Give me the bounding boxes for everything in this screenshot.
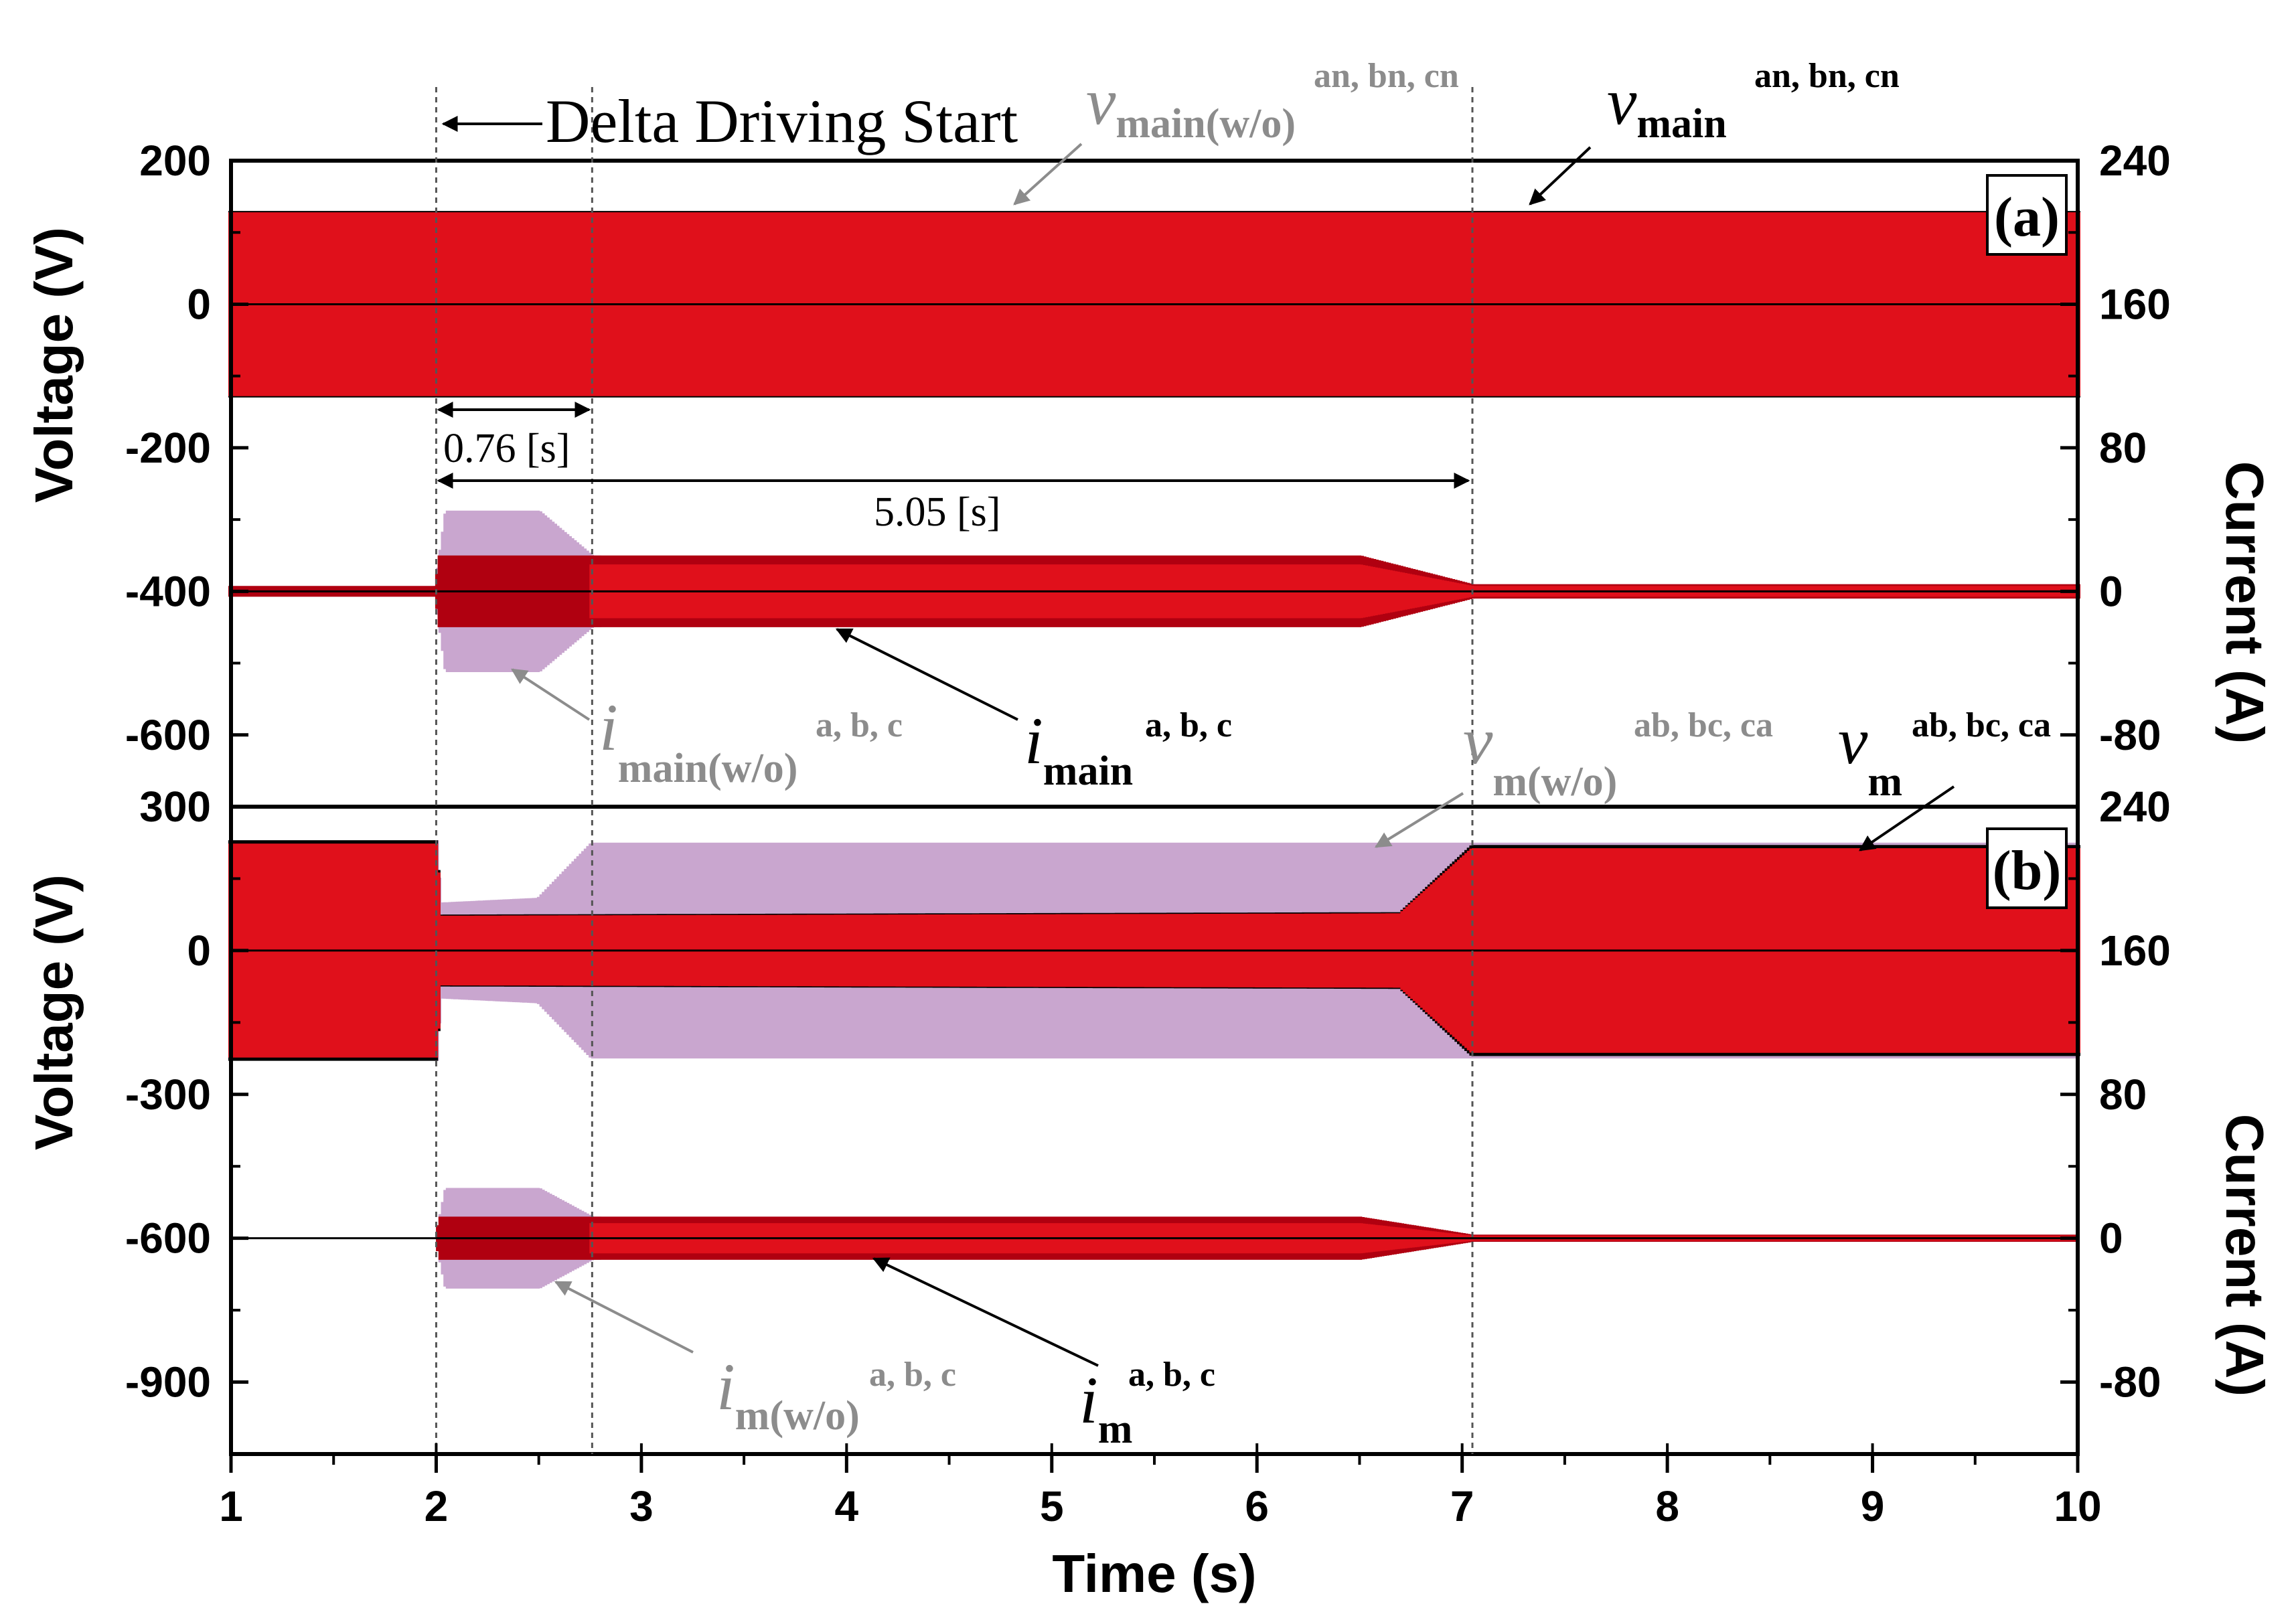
label-i-main-wo: imain(w/o)a, b, c: [599, 690, 903, 791]
panel-a-tag-box: [1986, 174, 2068, 256]
b-ytick-left-label-0: 300: [139, 783, 211, 831]
b-ytick-right-label-2: 80: [2099, 1070, 2147, 1119]
arrow-v-main-wo: [1013, 143, 1083, 206]
xtick-label-0: 1: [219, 1482, 243, 1530]
panel-b-tag-box: [1986, 827, 2068, 909]
arrow-i-main: [835, 628, 1018, 721]
arrow-v-main: [1529, 146, 1592, 206]
xtick-label-5: 6: [1245, 1482, 1269, 1530]
b-ytick-left-label-2: -300: [125, 1070, 211, 1119]
a-ytick-right-label-0: 240: [2099, 137, 2171, 185]
panel-a-waveforms: [228, 211, 2080, 672]
panel-b-y-left-title: Voltage (V): [24, 874, 84, 1150]
xtick-label-9: 10: [2054, 1482, 2101, 1530]
b-ytick-right-label-4: -80: [2099, 1358, 2161, 1406]
arrow-v-m: [1859, 785, 1955, 852]
b-ytick-left-label-4: -900: [125, 1358, 211, 1406]
b-ytick-left-label-1: 0: [187, 927, 211, 975]
panel-a-tag: (a): [1994, 186, 2060, 248]
arrow-i-m-wo: [554, 1281, 694, 1354]
xtick-label-1: 2: [425, 1482, 449, 1530]
b-ytick-right-label-0: 240: [2099, 783, 2171, 831]
a-ytick-right-label-3: 0: [2099, 567, 2123, 615]
a-ytick-left-label-0: 200: [139, 137, 211, 185]
label-v-main: vmainan, bn, cn: [1607, 57, 1900, 147]
label-i-m-wo: im(w/o)a, b, c: [716, 1350, 956, 1439]
label-v-main-wo: vmain(w/o)an, bn, cn: [1086, 57, 1459, 147]
xtick-label-2: 3: [629, 1482, 654, 1530]
label-i-main: imaina, b, c: [1024, 704, 1232, 794]
tick-labels: 2000-200-400-600240160800-803000-300-600…: [125, 137, 2171, 1530]
dim-label-505: 5.05 [s]: [874, 489, 1000, 535]
a-ytick-right-label-2: 80: [2099, 424, 2147, 472]
panel-b-waveforms: [228, 840, 2080, 1289]
a-ytick-left-label-4: -600: [125, 711, 211, 759]
xtick-label-8: 9: [1861, 1482, 1885, 1530]
panel-b-y-right-title: Current (A): [2215, 1114, 2275, 1396]
arrow-v-m-wo: [1374, 792, 1464, 848]
x-axis-title: Time (s): [1052, 1544, 1256, 1603]
axis-ticks: [229, 87, 2080, 1473]
a-ytick-left-label-1: 0: [187, 280, 211, 328]
a-ytick-right-label-1: 160: [2099, 280, 2171, 328]
panel-a-y-right-title: Current (A): [2215, 461, 2275, 744]
label-v-m-wo: vm(w/o)ab, bc, ca: [1463, 704, 1773, 805]
delta-start-label: Delta Driving Start: [546, 87, 1018, 155]
label-i-m: ima, b, c: [1079, 1356, 1215, 1452]
b-ytick-left-label-3: -600: [125, 1214, 211, 1263]
a-ytick-left-label-3: -400: [125, 567, 211, 615]
xtick-label-4: 5: [1040, 1482, 1064, 1530]
label-v-m: vmab, bc, ca: [1838, 704, 2051, 805]
dim-label-076: 0.76 [s]: [443, 426, 570, 471]
xtick-label-3: 4: [835, 1482, 859, 1530]
b-ytick-right-label-3: 0: [2099, 1214, 2123, 1263]
arrow-i-m: [872, 1257, 1099, 1367]
panel-a-y-left-title: Voltage (V): [24, 227, 84, 503]
panel-b-tag: (b): [1993, 839, 2062, 902]
a-ytick-left-label-2: -200: [125, 424, 211, 472]
xtick-label-7: 8: [1655, 1482, 1679, 1530]
arrow-i-main-wo: [510, 668, 591, 721]
b-ytick-right-label-1: 160: [2099, 927, 2171, 975]
xtick-label-6: 7: [1450, 1482, 1474, 1530]
a-ytick-right-label-4: -80: [2099, 711, 2161, 759]
